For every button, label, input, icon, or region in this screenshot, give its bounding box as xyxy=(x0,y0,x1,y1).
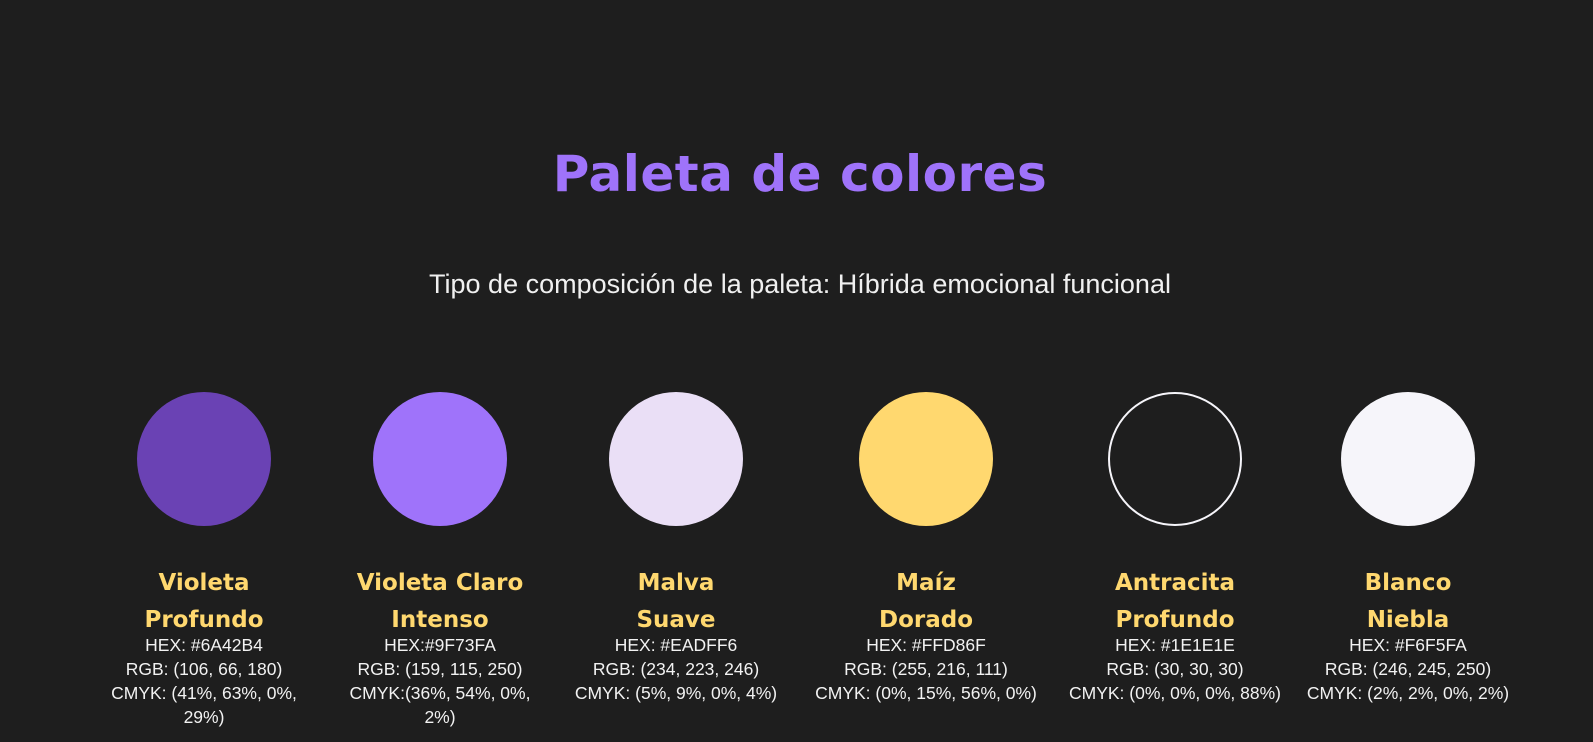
color-rgb: RGB: (30, 30, 30) xyxy=(1106,659,1244,679)
color-name: Violeta Claro Intenso xyxy=(320,565,560,639)
color-cmyk: CMYK: (5%, 9%, 0%, 4%) xyxy=(574,683,778,703)
color-hex: HEX: #6A42B4 xyxy=(145,635,263,655)
color-name-line1: Violeta xyxy=(158,570,250,596)
color-hex: HEX: #EADFF6 xyxy=(614,635,738,655)
color-swatch xyxy=(137,392,271,526)
color-card-violeta-profundo: Violeta Profundo HEX: #6A42B4 RGB: (106,… xyxy=(84,392,324,729)
color-card-antracita-profundo: Antracita Profundo HEX: #1E1E1E RGB: (30… xyxy=(1055,392,1295,705)
color-card-violeta-claro-intenso: Violeta Claro Intenso HEX:#9F73FA RGB: (… xyxy=(320,392,560,729)
color-name-line1: Blanco xyxy=(1364,570,1452,596)
color-name: Antracita Profundo xyxy=(1055,565,1295,639)
color-hex: HEX:#9F73FA xyxy=(384,635,496,655)
color-palette: Violeta Profundo HEX: #6A42B4 RGB: (106,… xyxy=(0,392,1593,742)
color-swatch xyxy=(373,392,507,526)
color-name-line2: Profundo xyxy=(144,607,264,633)
color-name: Maíz Dorado xyxy=(806,565,1046,639)
color-swatch xyxy=(1108,392,1242,526)
color-name: Violeta Profundo xyxy=(84,565,324,639)
color-rgb: RGB: (255, 216, 111) xyxy=(844,659,1008,679)
color-name-line2: Profundo xyxy=(1115,607,1235,633)
color-swatch xyxy=(609,392,743,526)
color-name-line1: Malva xyxy=(637,570,715,596)
color-rgb: RGB: (106, 66, 180) xyxy=(125,659,283,679)
color-cmyk: CMYK: (0%, 15%, 56%, 0%) xyxy=(815,683,1037,703)
color-card-maiz-dorado: Maíz Dorado HEX: #FFD86F RGB: (255, 216,… xyxy=(806,392,1046,705)
color-name-line2: Niebla xyxy=(1366,607,1450,633)
color-name: Malva Suave xyxy=(556,565,796,639)
color-cmyk: CMYK: (0%, 0%, 0%, 88%) xyxy=(1068,683,1282,703)
page-title: Paleta de colores xyxy=(552,145,1048,203)
color-swatch xyxy=(859,392,993,526)
color-cmyk: CMYK: (41%, 63%, 0%, 29%) xyxy=(111,683,297,727)
color-hex: HEX: #F6F5FA xyxy=(1349,635,1467,655)
color-name-line2: Dorado xyxy=(878,607,974,633)
palette-subtitle: Tipo de composición de la paleta: Híbrid… xyxy=(429,269,1171,299)
color-rgb: RGB: (234, 223, 246) xyxy=(592,659,760,679)
color-name-line1: Violeta Claro xyxy=(356,570,524,596)
color-cmyk: CMYK:(36%, 54%, 0%, 2%) xyxy=(349,683,531,727)
color-rgb: RGB: (159, 115, 250) xyxy=(357,659,523,679)
color-name-line1: Maíz xyxy=(896,570,956,596)
color-card-malva-suave: Malva Suave HEX: #EADFF6 RGB: (234, 223,… xyxy=(556,392,796,705)
color-name: Blanco Niebla xyxy=(1288,565,1528,639)
color-name-line2: Intenso xyxy=(391,607,489,633)
color-name-line2: Suave xyxy=(636,607,716,633)
color-card-blanco-niebla: Blanco Niebla HEX: #F6F5FA RGB: (246, 24… xyxy=(1288,392,1528,705)
color-hex: HEX: #1E1E1E xyxy=(1115,635,1235,655)
color-name-line1: Antracita xyxy=(1114,570,1236,596)
color-swatch xyxy=(1341,392,1475,526)
color-hex: HEX: #FFD86F xyxy=(866,635,986,655)
color-rgb: RGB: (246, 245, 250) xyxy=(1324,659,1492,679)
color-cmyk: CMYK: (2%, 2%, 0%, 2%) xyxy=(1306,683,1510,703)
